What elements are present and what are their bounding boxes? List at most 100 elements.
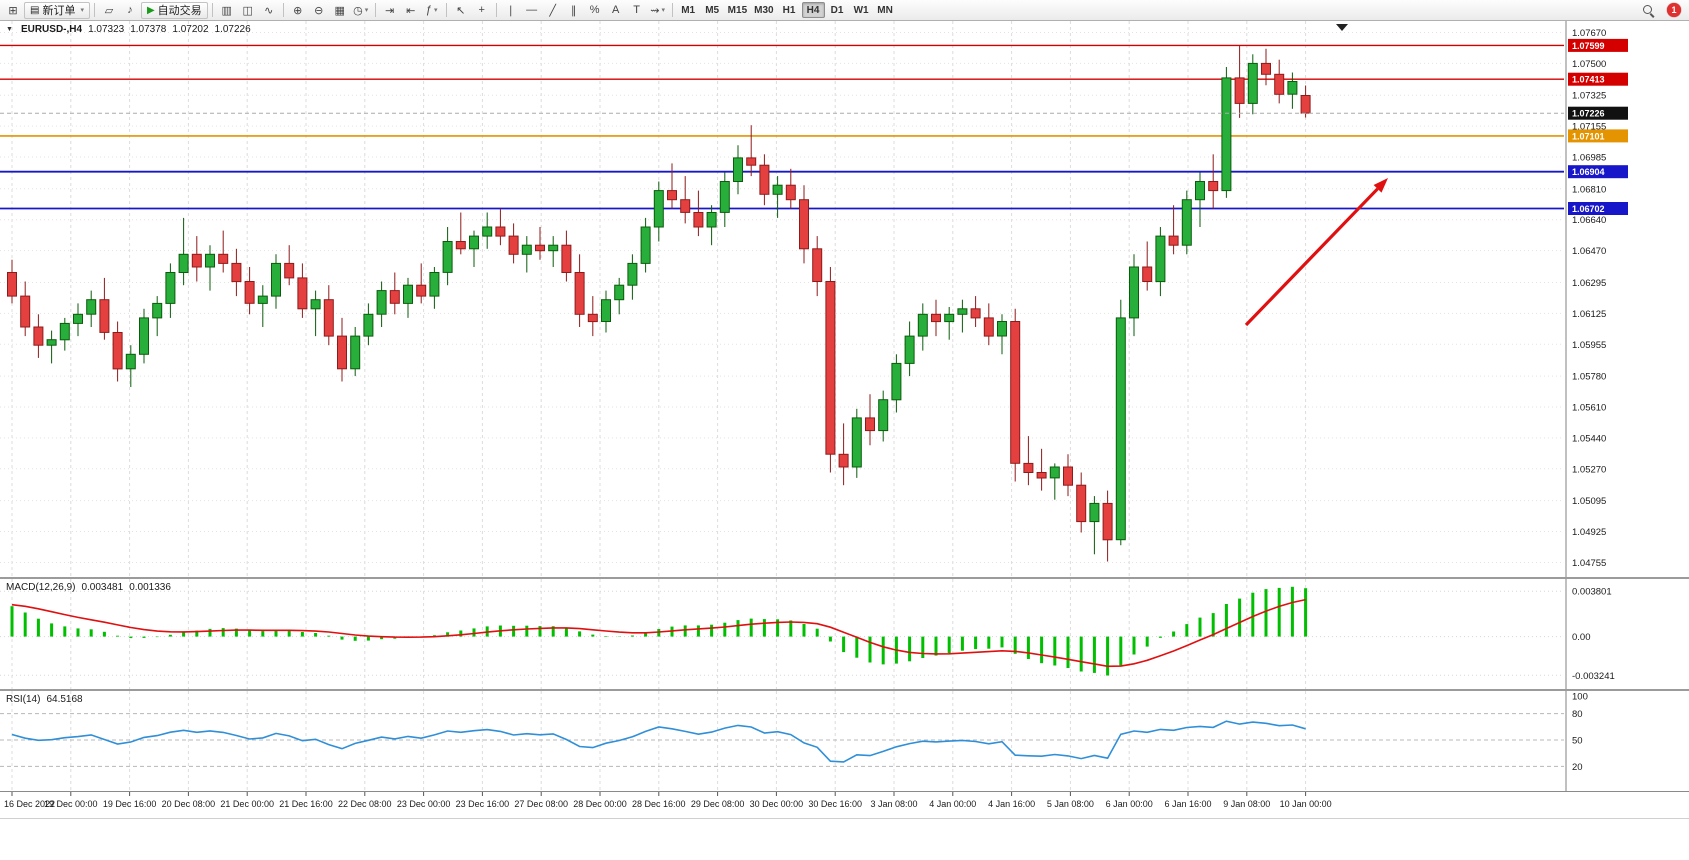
charts-grid-icon[interactable]: ▱	[99, 2, 119, 19]
time-axis[interactable]: 16 Dec 2022 19 Dec 00:00 19 Dec 16:00 20 De…	[0, 791, 1689, 818]
equidistant-channel-icon[interactable]: ∥	[564, 2, 584, 19]
svg-text:1.06985: 1.06985	[1572, 153, 1606, 164]
timeframe-mn[interactable]: MN	[874, 2, 897, 18]
timeframe-m1[interactable]: M1	[677, 2, 700, 18]
auto-trading-button[interactable]: ▶ 自动交易	[140, 1, 208, 19]
dropdown-caret-icon: ▾	[80, 7, 84, 14]
svg-text:16 Dec 2022: 16 Dec 2022	[4, 799, 55, 809]
panel-splitter[interactable]	[0, 577, 1689, 579]
timeframe-m30[interactable]: M30	[751, 2, 776, 18]
horizontal-line-icon[interactable]: ―	[522, 2, 542, 19]
vertical-line-icon[interactable]: ∣	[501, 2, 521, 19]
indicators-icon[interactable]: ƒ ▾	[422, 2, 442, 19]
main-chart-canvas[interactable]: 1.07670 1.07500 1.07325 1.07155 1.06985 1.068…	[0, 21, 1689, 577]
tile-windows-icon[interactable]: ▦	[330, 2, 350, 19]
auto-scroll-icon: ⇥	[385, 4, 395, 17]
trendline-icon: ╱	[549, 4, 556, 17]
trend-arrow-annotation	[1244, 178, 1388, 327]
svg-text:1.07155: 1.07155	[1572, 122, 1606, 133]
timeframe-w1[interactable]: W1	[850, 2, 873, 18]
toolbar-separator	[495, 3, 497, 17]
new-order-button[interactable]: ▤ 新订单 ▾	[24, 1, 90, 19]
arrows-tool-icon[interactable]: ⇝ ▾	[648, 2, 668, 19]
price-gridlines-and-axis: 1.07670 1.07500 1.07325 1.07155 1.06985 1.068…	[0, 28, 1606, 569]
toolbar-separator	[282, 3, 284, 17]
svg-text:1.05780: 1.05780	[1572, 372, 1606, 383]
crosshair-icon[interactable]: +	[472, 2, 492, 19]
bottom-filler	[0, 818, 1689, 860]
trendline-icon[interactable]: ╱	[543, 2, 563, 19]
svg-text:1.04755: 1.04755	[1572, 558, 1606, 569]
macd-panel: MACD(12,26,9) 0.003481 0.001336 0.003801…	[0, 579, 1689, 689]
svg-text:4 Jan 16:00: 4 Jan 16:00	[988, 799, 1035, 809]
notification-badge[interactable]: 1	[1667, 3, 1681, 17]
chart-window: ▼ EURUSD-,H4 1.07323 1.07378 1.07202 1.0…	[0, 21, 1689, 860]
terminal-icon[interactable]: ⊞	[3, 2, 23, 19]
text-icon[interactable]: A	[606, 2, 626, 19]
dropdown-caret-icon: ▾	[433, 7, 438, 14]
timeframe-h4[interactable]: H4	[801, 2, 825, 18]
svg-text:1.06295: 1.06295	[1572, 278, 1606, 289]
alerts-icon[interactable]: ♪	[120, 2, 140, 19]
timeframe-m15[interactable]: M15	[725, 2, 750, 18]
horizontal-level-lines	[0, 44, 1564, 210]
bar-chart-icon: ▥	[221, 4, 232, 17]
candlestick-chart-icon[interactable]: ◫	[238, 2, 258, 19]
svg-text:3 Jan 08:00: 3 Jan 08:00	[870, 799, 917, 809]
svg-text:20 Dec 08:00: 20 Dec 08:00	[162, 799, 216, 809]
zoom-out-icon[interactable]: ⊖	[309, 2, 329, 19]
dropdown-caret-icon: ▾	[661, 7, 666, 14]
auto-scroll-icon[interactable]: ⇥	[380, 2, 400, 19]
bar-chart-icon[interactable]: ▥	[217, 2, 237, 19]
svg-text:1.07226: 1.07226	[1572, 109, 1605, 119]
new-order-icon: ▤	[30, 4, 40, 16]
chart-shift-icon[interactable]: ⇤	[401, 2, 421, 19]
toolbar-separator	[671, 3, 673, 17]
macd-canvas[interactable]: 0.003801 0.00 -0.003241	[0, 579, 1689, 689]
candlesticks	[7, 45, 1311, 562]
rsi-label: RSI(14)	[6, 694, 41, 705]
svg-text:50: 50	[1572, 736, 1583, 747]
svg-text:1.07500: 1.07500	[1572, 59, 1606, 70]
equidistant-channel-icon: ∥	[570, 4, 577, 17]
svg-text:1.05440: 1.05440	[1572, 433, 1606, 444]
zoom-out-icon: ⊖	[314, 4, 324, 17]
macd-main-value: 0.003481	[81, 582, 124, 593]
svg-text:-0.003241: -0.003241	[1572, 671, 1615, 682]
chart-shift-marker	[1336, 24, 1348, 31]
svg-text:30 Dec 16:00: 30 Dec 16:00	[808, 799, 862, 809]
new-order-button-label: 新订单	[42, 5, 76, 17]
zoom-in-icon[interactable]: ⊕	[288, 2, 308, 19]
fibonacci-icon: %	[589, 4, 600, 16]
timeframe-h1[interactable]: H1	[778, 2, 801, 18]
panel-splitter[interactable]	[0, 689, 1689, 691]
svg-text:1.05270: 1.05270	[1572, 464, 1606, 475]
svg-text:21 Dec 16:00: 21 Dec 16:00	[279, 799, 333, 809]
text-label-icon[interactable]: T	[627, 2, 647, 19]
text-label-icon: T	[633, 4, 641, 16]
main-chart-panel: ▼ EURUSD-,H4 1.07323 1.07378 1.07202 1.0…	[0, 21, 1689, 577]
timeframe-m5[interactable]: M5	[701, 2, 724, 18]
symbol-timeframe-label: EURUSD-,H4	[20, 24, 83, 35]
svg-text:9 Jan 08:00: 9 Jan 08:00	[1223, 799, 1270, 809]
chart-info: ▼ EURUSD-,H4 1.07323 1.07378 1.07202 1.0…	[6, 24, 251, 35]
svg-text:19 Dec 16:00: 19 Dec 16:00	[103, 799, 157, 809]
line-chart-icon[interactable]: ∿	[259, 2, 279, 19]
cursor-icon[interactable]: ↖	[451, 2, 471, 19]
svg-text:28 Dec 16:00: 28 Dec 16:00	[632, 799, 686, 809]
time-axis-canvas: 16 Dec 2022 19 Dec 00:00 19 Dec 16:00 20 De…	[0, 792, 1689, 818]
macd-signal-line	[11, 598, 1306, 668]
periods-icon[interactable]: ◷ ▾	[351, 2, 371, 19]
ohlc-high: 1.07378	[130, 24, 167, 35]
fibonacci-icon[interactable]: %	[585, 2, 605, 19]
svg-text:0.003801: 0.003801	[1572, 587, 1612, 598]
svg-text:20: 20	[1572, 762, 1583, 773]
one-click-trading-arrow-icon[interactable]: ▼	[6, 26, 13, 33]
rsi-canvas[interactable]: 100 80 50 20	[0, 691, 1689, 791]
search-icon[interactable]	[1642, 4, 1655, 17]
timeframe-d1[interactable]: D1	[826, 2, 849, 18]
indicators-icon: ƒ	[425, 4, 432, 16]
candlestick-chart-icon: ◫	[242, 4, 253, 17]
horizontal-line-icon: ―	[526, 4, 538, 16]
svg-text:19 Dec 00:00: 19 Dec 00:00	[44, 799, 98, 809]
